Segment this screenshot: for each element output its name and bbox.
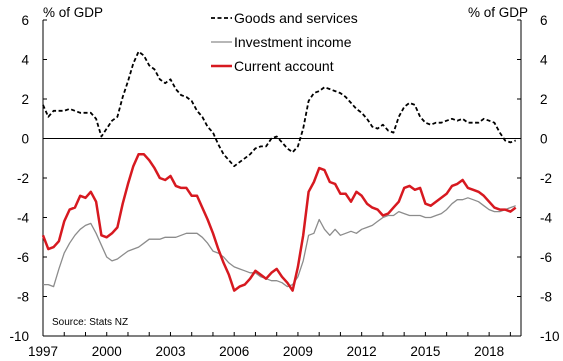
y-tick-label-left: -4	[17, 211, 29, 226]
y-tick-label-left: 6	[21, 13, 29, 28]
y-tick-label-right: 6	[540, 13, 548, 28]
x-tick-label: 1997	[28, 344, 58, 359]
x-tick-label: 2012	[347, 344, 377, 359]
x-tick-label: 2015	[410, 344, 440, 359]
y-tick-label-left: -6	[17, 250, 29, 265]
x-tick-label: 2006	[219, 344, 249, 359]
y-tick-label-right: 2	[540, 92, 548, 107]
legend-label-current-account: Current account	[234, 58, 334, 74]
series-lines	[41, 50, 517, 292]
legend-label-investment-income: Investment income	[234, 34, 352, 50]
legend-item-current-account: Current account	[211, 58, 334, 74]
y-tick-label-left: -8	[17, 290, 29, 305]
y-tick-label-right: -4	[540, 211, 552, 226]
y-tick-label-right: 0	[540, 132, 548, 147]
series-line-investment-income	[43, 197, 516, 288]
legend-label-goods-and-services: Goods and services	[234, 10, 358, 26]
x-tick-label: 2018	[474, 344, 504, 359]
y-tick-label-right: 4	[540, 53, 548, 68]
x-tick-label: 2000	[92, 344, 122, 359]
series-line-goods-and-services	[42, 50, 517, 168]
legend-item-goods-and-services: Goods and services	[211, 10, 358, 26]
y-tick-label-left: -2	[17, 171, 29, 186]
x-tick-label: 2003	[155, 344, 185, 359]
y-tick-label-right: -8	[540, 290, 552, 305]
x-tick-label: 2009	[283, 344, 313, 359]
legend-item-investment-income: Investment income	[211, 34, 352, 50]
y-tick-label-left: 4	[21, 53, 29, 68]
tick-marks	[42, 19, 521, 337]
y-tick-label-left: -10	[9, 329, 29, 344]
y-axis-unit-left: % of GDP	[43, 5, 103, 20]
y-axis-unit-right: % of GDP	[468, 5, 528, 20]
y-tick-label-left: 0	[21, 132, 29, 147]
y-tick-label-right: -10	[540, 329, 560, 344]
series-line-current-account	[41, 153, 517, 292]
y-tick-label-left: 2	[21, 92, 29, 107]
y-tick-label-right: -6	[540, 250, 552, 265]
source-note: Source: Stats NZ	[52, 317, 128, 328]
legend: Goods and services Investment income Cur…	[211, 10, 358, 74]
y-tick-label-right: -2	[540, 171, 552, 186]
tick-labels: -10 -10 -8 -8 -6 -6 -4 -4 -2 -2 0 0 2 2 4 4 6 6 1997 2000 20…	[9, 13, 559, 359]
